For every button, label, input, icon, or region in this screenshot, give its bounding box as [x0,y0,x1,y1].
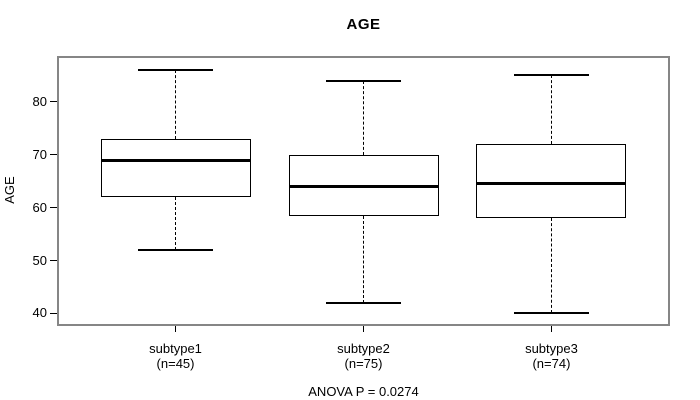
y-axis-tick-label: 40 [32,305,47,321]
y-axis-tick [50,101,57,103]
upper-whisker-cap [138,69,214,72]
y-axis-tick [50,260,57,262]
y-axis-tick-label: 80 [32,93,47,109]
upper-whisker-cap [326,79,401,82]
chart-title: AGE [346,16,381,33]
y-axis-tick [50,154,57,156]
median-line [288,185,439,188]
y-axis-tick-label: 70 [32,146,47,162]
lower-whisker-cap [326,301,401,304]
upper-whisker-line [363,80,364,155]
iqr-box [476,144,627,219]
lower-whisker-cap [138,248,214,251]
y-axis-tick-label: 60 [32,199,47,215]
x-axis-tick [175,326,177,332]
median-line [476,182,627,186]
category-name: subtype2 [337,341,390,356]
upper-whisker-cap [513,74,589,77]
upper-whisker-line [175,70,177,139]
iqr-box [100,138,251,198]
category-label: subtype1 (n=45) [106,341,246,371]
category-name: subtype1 [149,341,202,356]
lower-whisker-cap [513,312,589,315]
lower-whisker-line [363,215,364,303]
x-axis-tick [550,326,552,332]
median-line [100,158,251,162]
category-n-label: (n=45) [156,356,195,371]
y-axis-tick-label: 50 [32,252,47,268]
category-n-label: (n=74) [532,356,571,371]
lower-whisker-line [550,218,552,314]
y-axis-tick [50,312,57,314]
upper-whisker-line [550,75,552,145]
category-name: subtype3 [525,341,578,356]
lower-whisker-line [175,197,177,250]
anova-annotation: ANOVA P = 0.0274 [308,384,419,399]
category-n-label: (n=75) [344,356,383,371]
x-axis-tick [363,326,364,332]
y-axis-tick [50,207,57,209]
category-label: subtype2 (n=75) [294,341,434,371]
category-label: subtype3 (n=74) [481,341,621,371]
